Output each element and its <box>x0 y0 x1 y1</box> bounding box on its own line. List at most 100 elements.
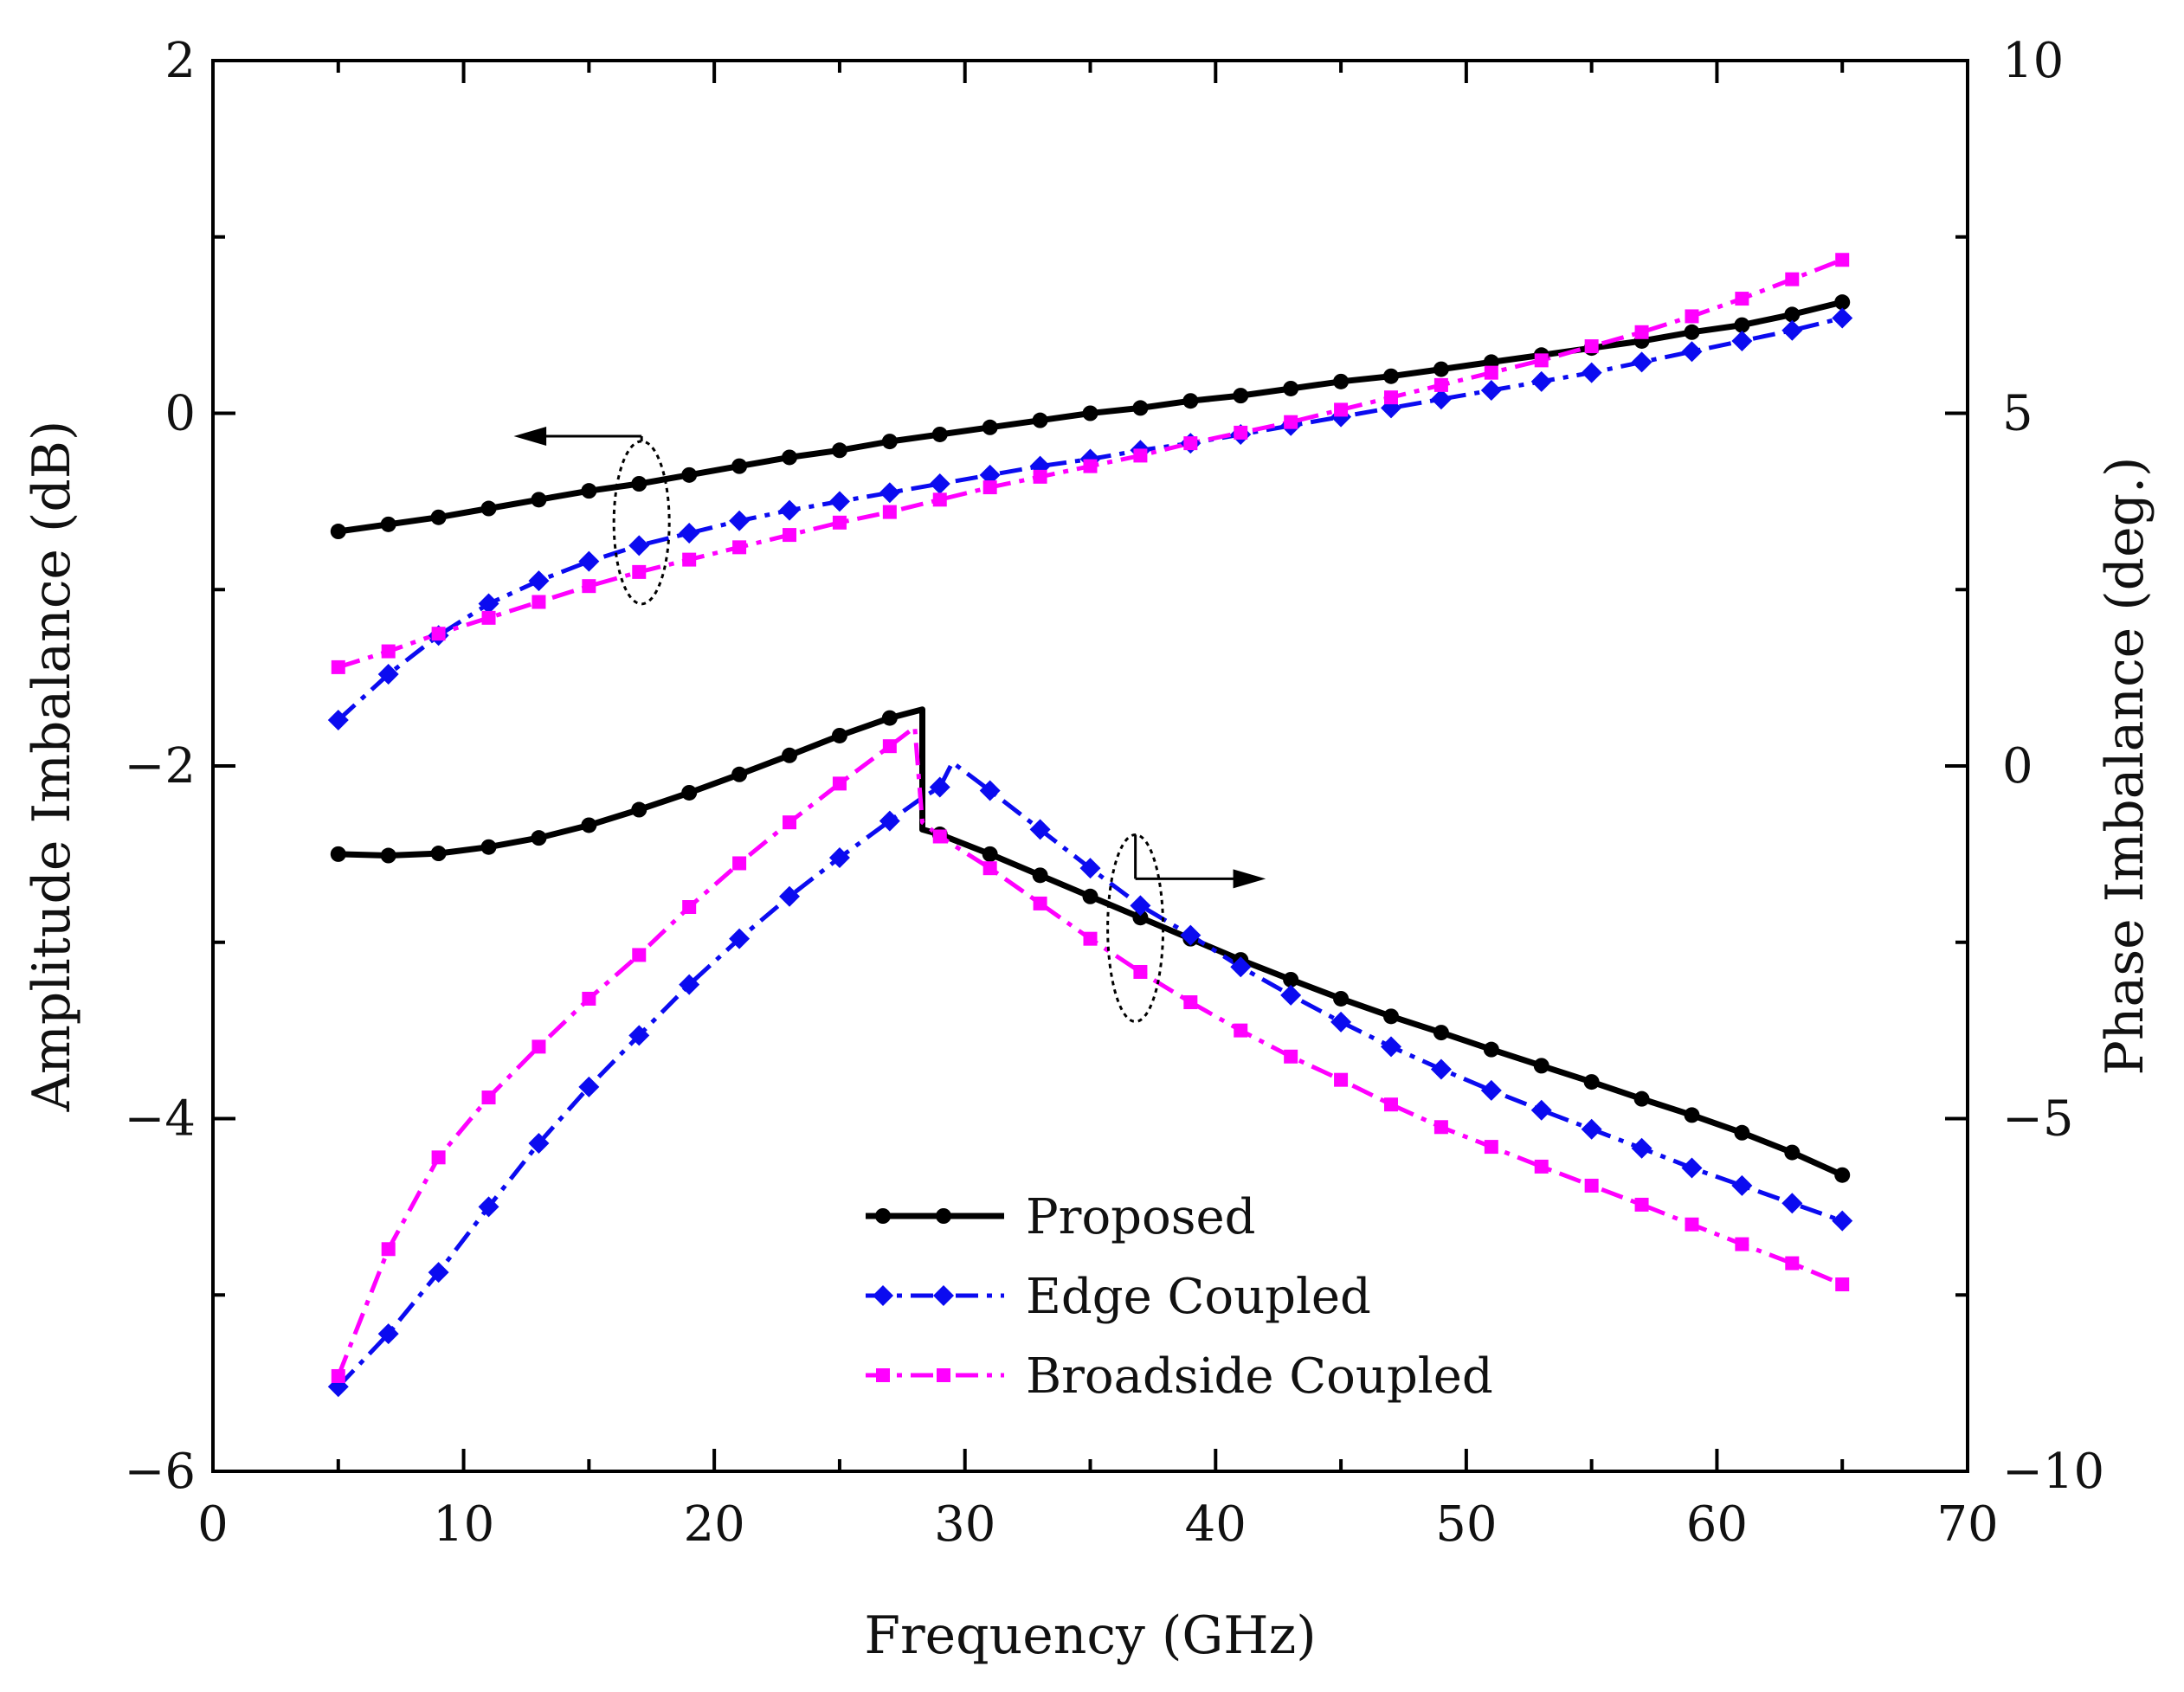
y-axis-right-title: Phase Imbalance (deg.) <box>2095 457 2155 1076</box>
legend-marker <box>933 1285 954 1306</box>
point-proposed-right <box>1382 1008 1399 1025</box>
point-broadside-coupled-right <box>932 829 947 844</box>
y-left-tick-label: −6 <box>124 1444 196 1500</box>
point-edge-coupled-right <box>729 928 751 949</box>
point-proposed-right <box>1834 1167 1851 1183</box>
point-proposed-left <box>1032 412 1048 428</box>
x-tick-label: 50 <box>1435 1496 1497 1553</box>
point-edge-coupled-left <box>528 570 550 592</box>
point-edge-coupled-left <box>1480 380 1502 402</box>
point-proposed-left <box>1382 368 1399 384</box>
point-broadside-coupled-left <box>1634 325 1649 339</box>
legend-label: Proposed <box>1026 1189 1255 1245</box>
point-edge-coupled-right <box>1681 1157 1703 1179</box>
point-proposed-right <box>1032 867 1048 884</box>
point-broadside-coupled-right <box>1634 1197 1649 1212</box>
point-broadside-coupled-left <box>1383 390 1398 405</box>
point-broadside-coupled-right <box>1735 1237 1749 1251</box>
legend-marker <box>875 1208 891 1224</box>
y-left-tick-label: −4 <box>124 1091 196 1148</box>
point-proposed-right <box>1433 1025 1449 1041</box>
point-proposed-left <box>1082 405 1098 421</box>
point-broadside-coupled-right <box>1284 1049 1298 1064</box>
point-proposed-left <box>1433 361 1449 377</box>
y-left-tick-label: 0 <box>164 386 196 442</box>
point-edge-coupled-left <box>1430 389 1452 410</box>
legend-marker <box>937 1368 950 1382</box>
point-proposed-left <box>1182 393 1199 409</box>
point-broadside-coupled-left <box>381 644 396 659</box>
y-right-tick-label: −5 <box>2002 1091 2074 1148</box>
point-broadside-coupled-right <box>832 776 847 791</box>
point-edge-coupled-left <box>628 535 650 556</box>
point-broadside-coupled-right <box>1033 896 1047 910</box>
point-proposed-right <box>380 847 396 864</box>
point-broadside-coupled-right <box>632 948 647 962</box>
point-proposed-right <box>581 817 597 833</box>
point-proposed-right <box>1283 971 1299 988</box>
point-broadside-coupled-right <box>1433 1120 1448 1135</box>
point-broadside-coupled-left <box>331 659 345 674</box>
point-broadside-coupled-right <box>732 856 747 871</box>
point-edge-coupled-right <box>1280 984 1302 1006</box>
point-edge-coupled-left <box>979 464 1001 486</box>
point-broadside-coupled-right <box>1383 1097 1398 1112</box>
point-broadside-coupled-right <box>381 1242 396 1257</box>
point-broadside-coupled-right <box>1234 1023 1248 1038</box>
point-edge-coupled-left <box>578 550 600 572</box>
point-edge-coupled-right <box>478 1196 499 1218</box>
point-broadside-coupled-right <box>1484 1140 1498 1155</box>
point-edge-coupled-right <box>528 1133 550 1155</box>
point-edge-coupled-right <box>1430 1058 1452 1080</box>
point-broadside-coupled-right <box>331 1368 345 1383</box>
point-broadside-coupled-left <box>882 505 897 519</box>
point-broadside-coupled-left <box>632 564 647 579</box>
point-edge-coupled-right <box>1130 895 1151 917</box>
point-broadside-coupled-right <box>1685 1217 1699 1232</box>
point-edge-coupled-right <box>1530 1099 1552 1121</box>
point-edge-coupled-right <box>1330 1011 1352 1033</box>
point-proposed-right <box>1483 1041 1499 1058</box>
point-proposed-right <box>1583 1074 1600 1090</box>
point-proposed-right <box>1132 910 1149 926</box>
point-proposed-left <box>1684 324 1700 340</box>
point-edge-coupled-left <box>879 482 900 504</box>
point-edge-coupled-left <box>679 523 700 544</box>
point-proposed-right <box>1533 1058 1549 1074</box>
x-tick-label: 30 <box>934 1496 995 1553</box>
point-proposed-left <box>681 466 698 483</box>
point-edge-coupled-right <box>628 1025 650 1046</box>
point-proposed-left <box>782 449 798 466</box>
point-proposed-left <box>1132 400 1149 416</box>
point-proposed-right <box>982 846 998 862</box>
point-broadside-coupled-right <box>1183 995 1198 1010</box>
legend-label: Edge Coupled <box>1026 1269 1371 1325</box>
point-broadside-coupled-right <box>481 1090 496 1105</box>
point-broadside-coupled-right <box>1584 1178 1599 1193</box>
point-broadside-coupled-right <box>1083 931 1098 946</box>
point-broadside-coupled-left <box>1534 353 1549 368</box>
point-proposed-right <box>1734 1124 1750 1141</box>
point-edge-coupled-right <box>1581 1118 1602 1140</box>
point-broadside-coupled-right <box>982 861 997 876</box>
point-edge-coupled-right <box>779 885 801 907</box>
point-proposed-right <box>430 846 447 862</box>
point-proposed-right <box>480 839 497 855</box>
legend-marker <box>936 1208 951 1224</box>
point-broadside-coupled-left <box>982 480 997 495</box>
point-broadside-coupled-right <box>682 900 697 914</box>
point-broadside-coupled-right <box>1835 1277 1850 1292</box>
point-edge-coupled-left <box>1530 370 1552 392</box>
point-broadside-coupled-right <box>431 1150 446 1165</box>
point-proposed-right <box>1633 1090 1650 1107</box>
legend: Proposed Edge Coupled Broadside Coupled <box>866 1189 1493 1405</box>
x-tick-label: 40 <box>1185 1496 1247 1553</box>
point-edge-coupled-right <box>578 1076 600 1097</box>
point-proposed-left <box>581 483 597 499</box>
point-proposed-right <box>731 766 748 782</box>
y-right-tick-label: 10 <box>2002 33 2064 89</box>
legend-marker <box>873 1285 893 1306</box>
point-broadside-coupled-left <box>932 492 947 507</box>
point-proposed-left <box>982 419 998 435</box>
